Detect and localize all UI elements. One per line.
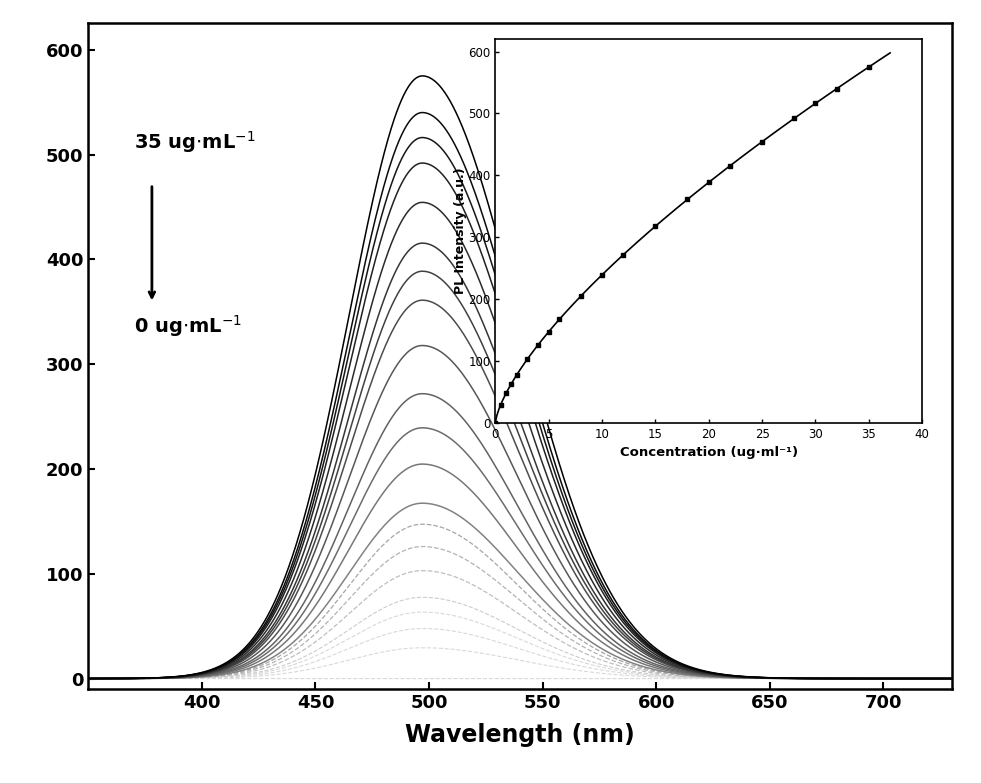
Text: 35 ug$\cdot$mL$^{-1}$: 35 ug$\cdot$mL$^{-1}$	[133, 129, 255, 156]
X-axis label: Concentration (ug·ml⁻¹): Concentration (ug·ml⁻¹)	[620, 446, 798, 460]
Text: 0 ug$\cdot$mL$^{-1}$: 0 ug$\cdot$mL$^{-1}$	[133, 313, 242, 339]
X-axis label: Wavelength (nm): Wavelength (nm)	[405, 723, 635, 747]
Y-axis label: PL Intensity (a.u.): PL Intensity (a.u.)	[454, 168, 467, 294]
